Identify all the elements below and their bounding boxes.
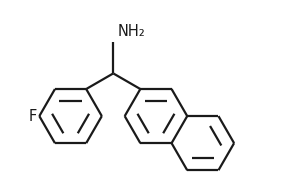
Text: F: F: [28, 109, 37, 124]
Text: NH₂: NH₂: [117, 24, 145, 39]
